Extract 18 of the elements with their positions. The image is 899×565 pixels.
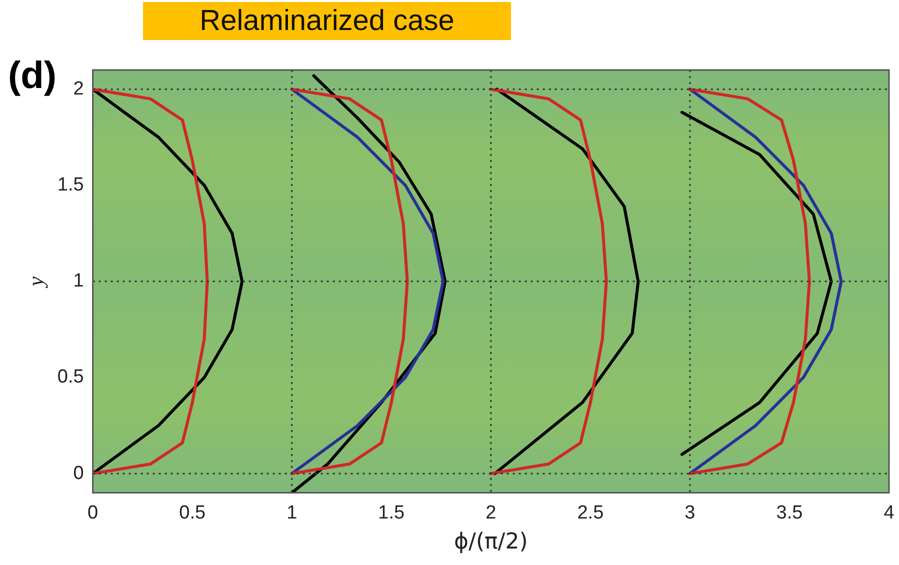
y-tick-label: 1 <box>73 270 84 292</box>
text: (d) <box>8 55 57 98</box>
y-tick-label: 1.5 <box>57 174 84 196</box>
x-tick-label: 2.5 <box>577 502 604 524</box>
x-axis-title: ϕ/(π/2) <box>454 530 528 555</box>
x-tick-label: 0.5 <box>179 502 206 524</box>
chart-title: Relaminarized case <box>143 2 511 40</box>
y-tick-label: 2 <box>73 78 84 100</box>
x-tick-label: 3.5 <box>776 502 803 524</box>
x-tick-label: 2 <box>486 502 496 524</box>
x-tick-label: 3 <box>684 502 696 524</box>
x-tick-label: 1 <box>286 502 298 524</box>
y-axis-title: y <box>22 276 48 288</box>
y-tick-label: 0 <box>73 462 84 484</box>
y-tick-label: 0.5 <box>57 366 84 388</box>
x-tick-label: 4 <box>884 502 895 524</box>
x-tick-label: 1.5 <box>378 502 405 524</box>
x-tick-label: 0 <box>88 502 98 524</box>
